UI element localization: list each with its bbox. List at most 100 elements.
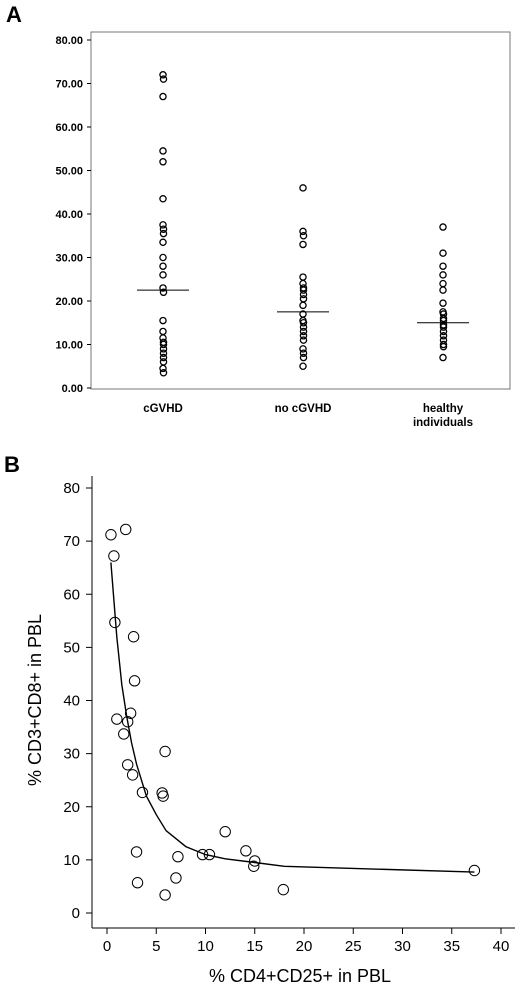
panel-a-data-point xyxy=(299,336,308,344)
panel-a-data-point xyxy=(439,299,447,307)
panel-a-data-point xyxy=(159,369,168,377)
panel-b-data-point xyxy=(121,759,134,771)
panel-a-data-point xyxy=(299,323,308,331)
panel-b-data-point xyxy=(128,675,141,687)
panel-b-y-axis-label: % CD3+CD8+ in PBL xyxy=(25,614,45,786)
panel-b-data-point xyxy=(203,848,216,861)
panel-a-data-point xyxy=(159,364,167,373)
panel-b-data-point xyxy=(126,769,139,781)
panel-a-data-point xyxy=(159,71,167,79)
panel-b-x-tick-label: 15 xyxy=(246,938,263,955)
panel-b-data-point xyxy=(131,877,144,889)
panel-b-data-point xyxy=(118,728,130,740)
panel-b-x-tick-label: 10 xyxy=(197,938,214,955)
panel-a-data-point xyxy=(439,286,447,294)
panel-a-plot-frame xyxy=(90,31,511,390)
panel-b-data-point xyxy=(124,707,137,719)
panel-b-y-tick-label: 70 xyxy=(63,533,80,550)
panel-a-data-point xyxy=(159,225,168,233)
panel-a-y-tick-label: 80.00 xyxy=(55,35,83,47)
panel-b-data-point xyxy=(248,860,260,872)
panel-a-data-point xyxy=(159,229,168,238)
panel-b-data-point xyxy=(120,523,132,536)
panel-a-data-point xyxy=(439,323,448,331)
panel-a-data-point xyxy=(299,227,307,236)
panel-a-data-point xyxy=(159,353,168,362)
panel-b-data-point xyxy=(277,883,290,896)
panel-a-data-point xyxy=(299,240,307,249)
panel-b-data-point xyxy=(136,786,149,799)
panel-a-data-point xyxy=(159,316,167,325)
panel-a-y-tick-label: 70.00 xyxy=(55,79,83,91)
panel-b-x-tick-label: 30 xyxy=(394,938,411,955)
panel-a-data-point xyxy=(439,249,447,257)
panel-b-x-tick-label: 0 xyxy=(103,938,111,955)
panel-a-data-point xyxy=(159,253,167,262)
panel-b-y-tick-label: 40 xyxy=(63,693,80,710)
panel-a-y-tick-label: 40.00 xyxy=(55,209,83,221)
panel-b-data-point xyxy=(130,846,143,858)
panel-a-y-tick-label: 0.00 xyxy=(62,383,83,395)
panel-a-category-label: individuals xyxy=(413,417,473,429)
panel-a-data-point xyxy=(299,327,308,336)
panel-a-data-point xyxy=(299,184,307,192)
panel-a-data-point xyxy=(299,345,307,353)
panel-b-fit-curve xyxy=(110,562,475,873)
panel-b-x-tick-label: 5 xyxy=(152,938,160,955)
panel-b-x-tick-label: 20 xyxy=(296,938,313,955)
panel-a-y-tick-label: 30.00 xyxy=(55,253,83,265)
panel-a-data-point xyxy=(159,75,168,83)
panel-b-data-point xyxy=(249,855,261,867)
panel-b-data-point xyxy=(219,826,231,838)
panel-b-data-point xyxy=(172,850,184,863)
panel-a-data-point xyxy=(299,286,308,294)
panel-b-y-tick-label: 50 xyxy=(63,639,80,656)
panel-a-data-point xyxy=(439,223,447,231)
panel-b-y-tick-label: 0 xyxy=(72,905,80,922)
panel-a-data-point xyxy=(159,340,168,349)
panel-a-data-point xyxy=(439,327,448,336)
panel-b-data-point xyxy=(196,848,209,861)
panel-a-data-point xyxy=(299,349,308,357)
panel-b-x-axis-label: % CD4+CD25+ in PBL xyxy=(209,966,391,986)
panel-a-data-point xyxy=(299,332,308,340)
panel-b-data-point xyxy=(111,713,123,725)
panel-a-data-point xyxy=(439,353,447,362)
panel-b-x-tick-label: 25 xyxy=(345,938,362,955)
panel-b-data-point xyxy=(170,872,182,884)
panel-a-data-point xyxy=(159,221,167,229)
panel-a-data-point xyxy=(439,271,447,279)
panel-b-y-tick-label: 20 xyxy=(63,799,80,816)
panel-a-data-point xyxy=(299,353,308,362)
panel-a-data-point xyxy=(159,349,168,357)
panel-a-y-tick-label: 10.00 xyxy=(55,340,83,352)
panel-a-data-point xyxy=(159,345,168,353)
panel-a-data-point xyxy=(439,332,448,340)
panel-b-x-tick-label: 40 xyxy=(493,938,510,955)
panel-a-data-point xyxy=(159,92,167,101)
panel-a-data-point xyxy=(159,262,167,270)
panel-b-letter: B xyxy=(4,452,20,477)
panel-a-data-point xyxy=(159,284,167,292)
panel-b-y-tick-label: 10 xyxy=(63,852,80,869)
panel-b-data-point xyxy=(121,716,134,728)
panel-b-data-point xyxy=(157,790,169,802)
panel-a-data-point xyxy=(159,147,167,155)
panel-b-chart: 0 10 20 30 40 50 60 70 80 0 5 10 15 20 25 30 35 40 % CD4+C… xyxy=(25,476,515,986)
panel-a-data-point xyxy=(159,288,168,297)
panel-a-y-tick-label: 50.00 xyxy=(55,166,83,178)
panel-b-data-point xyxy=(159,889,171,901)
panel-a-chart: 0.00 10.00 20.00 30.00 40.00 50.00 60.00 70.00 8… xyxy=(55,35,473,429)
panel-b-x-tick-label: 35 xyxy=(443,938,460,955)
panel-a-y-tick-label: 60.00 xyxy=(55,122,83,134)
panel-b-y-tick-label: 30 xyxy=(63,746,80,763)
panel-a-data-point xyxy=(439,262,447,270)
panel-b-data-point xyxy=(109,616,121,629)
panel-b-data-point xyxy=(240,845,252,857)
panel-a-data-point xyxy=(299,290,308,299)
panel-a-data-point xyxy=(439,340,448,349)
panel-a-data-point xyxy=(159,195,167,203)
panel-b-y-tick-label: 80 xyxy=(63,480,80,497)
